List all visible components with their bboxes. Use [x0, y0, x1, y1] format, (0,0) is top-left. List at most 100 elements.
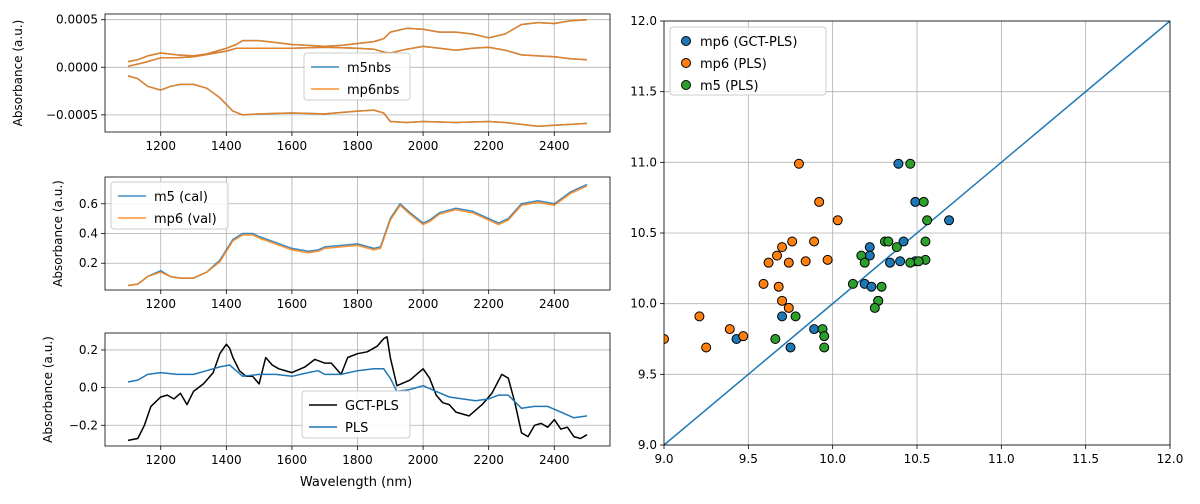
axes-frame — [104, 176, 611, 291]
x-tick-label: 2200 — [473, 139, 504, 153]
scatter-point-mp6-gct-pls — [885, 257, 896, 268]
scatter-point-mp6-pls — [783, 257, 794, 268]
y-tick-label: −0.2 — [69, 418, 98, 432]
plot-area — [127, 18, 588, 128]
scatter-point-m5-pls — [883, 236, 894, 247]
y-tick-label: 0.0005 — [56, 13, 98, 27]
y-tick-label: 0.4 — [79, 227, 98, 241]
x-tick-label: 1600 — [277, 453, 308, 467]
scatter-point-m5-pls — [869, 302, 880, 313]
scatter-point-mp6-gct-pls — [893, 158, 904, 169]
scatter-point-m5-pls — [847, 278, 858, 289]
x-tick-label: 2400 — [539, 139, 570, 153]
x-tick-label: 1600 — [277, 139, 308, 153]
y-tick-label: 0.2 — [79, 256, 98, 270]
x-tick-label: 2200 — [473, 453, 504, 467]
scatter-point-mp6-pls — [787, 236, 798, 247]
scatter-point-mp6-pls — [738, 331, 749, 342]
legend-label: mp6 (val) — [154, 212, 217, 227]
legend-label: GCT-PLS — [345, 399, 399, 414]
x-tick-label: 2000 — [408, 453, 439, 467]
scatter-point-mp6-pls — [772, 250, 783, 261]
scatter-point-mp6-gct-pls — [866, 281, 877, 292]
y-axis-label: Absorbance (a.u.) — [41, 336, 55, 443]
x-tick-label: 2200 — [473, 297, 504, 311]
y-tick-label: 0.0 — [79, 381, 98, 395]
x-tick-label: 11.5 — [1072, 452, 1099, 466]
scatter-point-m5-pls — [913, 256, 924, 267]
x-tick-label: 9.5 — [739, 452, 758, 466]
y-axis-label: Absorbance (a.u.) — [51, 180, 65, 287]
y-tick-label: 11.5 — [630, 85, 657, 99]
x-axis-label: Wavelength (nm) — [300, 475, 412, 490]
y-tick-label: 11.0 — [630, 155, 657, 169]
axes-frame — [104, 332, 611, 447]
scatter-point-mp6-gct-pls — [777, 311, 788, 322]
x-tick-label: 1400 — [211, 139, 242, 153]
plot-area — [127, 336, 588, 442]
legend-label: m5 (PLS) — [700, 79, 759, 94]
x-tick-label: 11.0 — [988, 452, 1015, 466]
x-tick-label: 1200 — [145, 139, 176, 153]
y-tick-label: 9.5 — [638, 367, 657, 381]
top-spectra-panel: 1200 1400 1600 1800 2000 2200 2400 −0.0005 0.000… — [11, 13, 611, 153]
axes-frame — [663, 20, 1171, 446]
scatter-point-mp6-gct-pls — [785, 342, 796, 353]
scatter-point-m5-pls — [920, 236, 931, 247]
middle-spectra-panel: 1200 1400 1600 1800 2000 2200 2400 0.2 0.4 0.6 Abs… — [51, 176, 611, 311]
scatter-point-mp6-pls — [664, 334, 669, 344]
x-tick-label: 1200 — [145, 453, 176, 467]
y-tick-label: 0.2 — [79, 343, 98, 357]
legend-label: m5 (cal) — [154, 190, 208, 205]
legend-box — [669, 26, 827, 96]
scatter-point-mp6-pls — [793, 158, 804, 169]
series-line-mp6-val- — [127, 185, 588, 287]
scatter-point-mp6-pls — [822, 254, 833, 265]
prediction-scatter-panel: 9.0 9.5 10.0 10.5 11.0 11.5 12.0 9.0 9.5 10.0 10.5… — [630, 14, 1183, 466]
scatter-point-m5-pls — [922, 215, 933, 226]
scatter-point-m5-pls — [819, 342, 830, 353]
scatter-point-mp6-gct-pls — [944, 215, 955, 226]
x-tick-label: 2400 — [539, 453, 570, 467]
scatter-point-mp6-pls — [724, 324, 735, 335]
x-tick-label: 1200 — [145, 297, 176, 311]
y-axis-label: Absorbance (a.u.) — [11, 20, 25, 127]
scatter-point-m5-pls — [918, 196, 929, 207]
scatter-point-mp6-pls — [814, 196, 825, 207]
scatter-point-m5-pls — [905, 158, 916, 169]
scatter-point-m5-pls — [819, 331, 830, 342]
scatter-point-mp6-pls — [694, 311, 705, 322]
scatter-point-mp6-gct-pls — [895, 256, 906, 267]
scatter-point-mp6-pls — [800, 256, 811, 267]
bottom-coefficients-panel: Wavelength (nm) 1200 1400 1600 1800 2000 2200… — [41, 332, 611, 490]
y-tick-label: 12.0 — [630, 14, 657, 28]
x-tick-label: 2400 — [539, 297, 570, 311]
y-tick-label: 0.6 — [79, 197, 98, 211]
plot-area — [127, 183, 588, 287]
scatter-point-mp6-pls — [773, 281, 784, 292]
y-tick-label: 10.0 — [630, 297, 657, 311]
scatter-point-mp6-gct-pls — [864, 242, 875, 253]
y-tick-label: 9.0 — [638, 438, 657, 452]
scatter-point-mp6-pls — [763, 257, 774, 268]
x-tick-label: 10.0 — [819, 452, 846, 466]
x-tick-label: 1400 — [211, 453, 242, 467]
scatter-point-m5-pls — [770, 334, 781, 344]
legend-swatch — [681, 36, 691, 46]
x-tick-label: 1800 — [342, 453, 373, 467]
x-tick-label: 1400 — [211, 297, 242, 311]
x-tick-label: 9.0 — [654, 452, 673, 466]
legend-label: mp6 (PLS) — [700, 57, 767, 72]
scatter-point-mp6-pls — [701, 342, 712, 353]
scatter-point-m5-pls — [905, 257, 916, 268]
x-tick-label: 12.0 — [1157, 452, 1184, 466]
legend-swatch — [681, 80, 691, 90]
legend-label: PLS — [345, 421, 368, 436]
scatter-point-mp6-gct-pls — [898, 236, 909, 247]
scatter-point-mp6-pls — [777, 242, 788, 253]
scatter-point-mp6-gct-pls — [910, 196, 921, 207]
legend-label: m5nbs — [347, 61, 391, 76]
x-tick-label: 1800 — [342, 139, 373, 153]
series-line-mp6nbs — [127, 18, 588, 63]
